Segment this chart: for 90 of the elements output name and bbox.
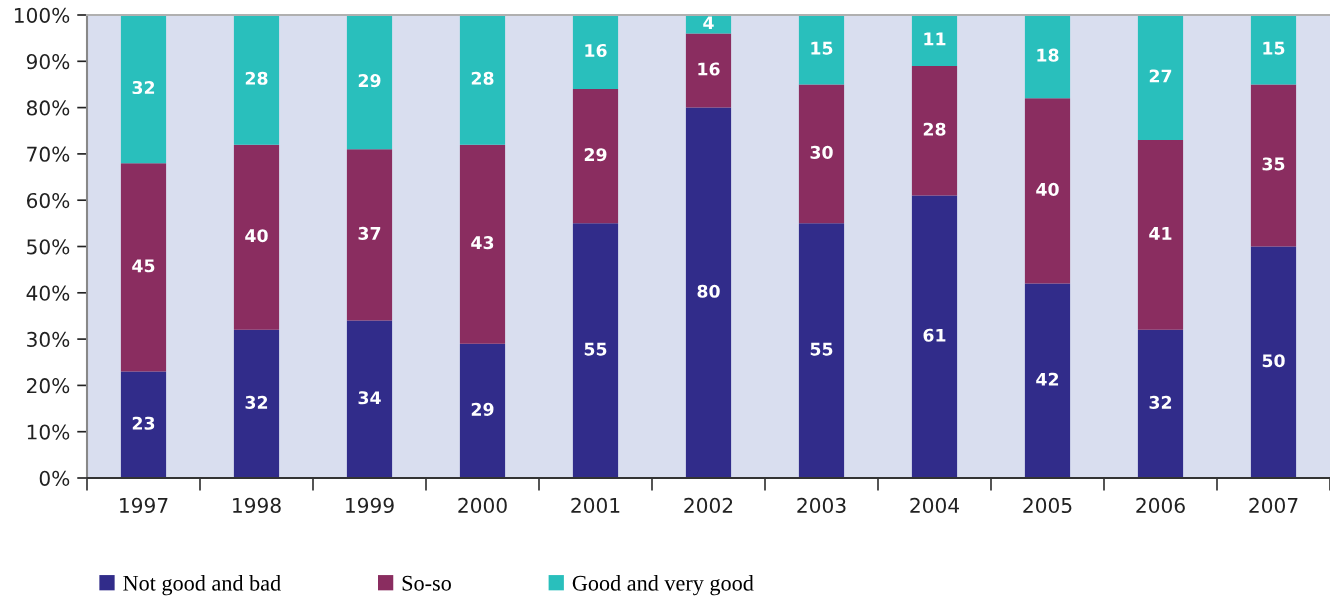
data-label: 15 <box>811 41 833 55</box>
bar <box>233 329 280 478</box>
bar <box>1250 84 1297 247</box>
x-tick-label: 2004 <box>910 497 959 514</box>
data-label: 27 <box>1149 69 1172 83</box>
y-tick-label: 100% <box>14 7 70 23</box>
x-tick-label: 2003 <box>797 497 846 514</box>
bar <box>798 15 845 85</box>
bar <box>572 223 619 478</box>
data-label: 16 <box>585 43 607 58</box>
bar <box>459 343 506 478</box>
data-label: 32 <box>132 80 155 95</box>
bar <box>798 84 845 224</box>
data-label: 45 <box>132 259 155 273</box>
data-label: 34 <box>358 391 381 405</box>
data-label: 40 <box>245 229 268 243</box>
data-label: 42 <box>1036 372 1059 386</box>
data-label: 55 <box>584 342 607 356</box>
legend-label: Not good and bad <box>123 575 281 596</box>
bar <box>459 15 506 145</box>
data-label: 35 <box>1262 157 1285 171</box>
x-tick-label: 1997 <box>120 497 168 514</box>
bar <box>1024 283 1071 478</box>
data-label: 41 <box>1149 227 1172 240</box>
data-label: 32 <box>245 395 268 409</box>
x-tick-label: 1999 <box>346 497 394 514</box>
data-label: 28 <box>471 71 494 85</box>
bar <box>1250 15 1297 85</box>
y-tick-label: 30% <box>27 331 70 348</box>
bar <box>120 163 167 372</box>
bar <box>233 144 280 330</box>
legend-label: Good and very good <box>572 575 754 596</box>
y-tick-label: 90% <box>26 54 70 70</box>
data-label: 37 <box>358 226 381 240</box>
data-label: 16 <box>698 62 720 76</box>
bar <box>233 15 280 145</box>
bar <box>459 144 506 344</box>
bar <box>346 320 393 478</box>
bar <box>911 195 958 478</box>
y-tick-label: 40% <box>26 285 70 301</box>
bar <box>911 15 958 66</box>
y-tick-label: 50% <box>27 239 70 255</box>
data-label: 28 <box>245 71 268 85</box>
bar <box>911 65 958 196</box>
data-label: 40 <box>1036 182 1059 196</box>
bar <box>572 89 619 224</box>
bar <box>685 33 732 108</box>
bar <box>1024 98 1071 284</box>
bar <box>572 15 619 90</box>
data-label: 29 <box>358 74 381 88</box>
data-label: 55 <box>810 342 833 356</box>
data-label: 28 <box>923 122 946 136</box>
legend-label: So-so <box>402 575 451 591</box>
y-tick-label: 0% <box>39 470 70 486</box>
bar <box>1250 246 1297 478</box>
bar <box>1024 15 1071 99</box>
bar <box>1137 15 1184 141</box>
x-tick-label: 2001 <box>571 497 620 514</box>
data-label: 18 <box>1037 48 1059 62</box>
data-label: 32 <box>1149 395 1172 409</box>
y-tick-label: 60% <box>26 192 70 209</box>
bar <box>346 149 393 321</box>
x-tick-label: 1998 <box>233 497 281 514</box>
data-label: 11 <box>924 32 946 46</box>
data-label: 80 <box>697 284 720 298</box>
x-tick-label: 2005 <box>1023 497 1072 514</box>
y-tick-label: 80% <box>26 100 70 116</box>
bar <box>346 15 393 150</box>
data-label: 15 <box>1263 41 1285 55</box>
bar <box>1137 140 1184 330</box>
bar <box>120 371 167 478</box>
x-tick-label: 2006 <box>1136 497 1185 514</box>
data-label: 29 <box>584 148 607 162</box>
data-label: 29 <box>471 402 494 416</box>
data-label: 30 <box>810 145 833 159</box>
x-tick-label: 2002 <box>684 497 733 514</box>
data-label: 23 <box>132 416 155 430</box>
x-tick-label: 2007 <box>1249 497 1298 514</box>
bar <box>1137 329 1184 478</box>
y-tick-label: 10% <box>27 424 70 440</box>
bar <box>120 15 167 164</box>
data-label: 43 <box>471 236 494 250</box>
data-label: 61 <box>923 328 946 342</box>
x-tick-label: 2000 <box>458 497 507 514</box>
y-tick-label: 70% <box>27 146 70 162</box>
data-label: 4 <box>703 16 714 30</box>
y-tick-label: 20% <box>27 378 70 394</box>
data-label: 50 <box>1262 354 1285 368</box>
bar <box>685 107 732 478</box>
bar <box>798 223 845 478</box>
